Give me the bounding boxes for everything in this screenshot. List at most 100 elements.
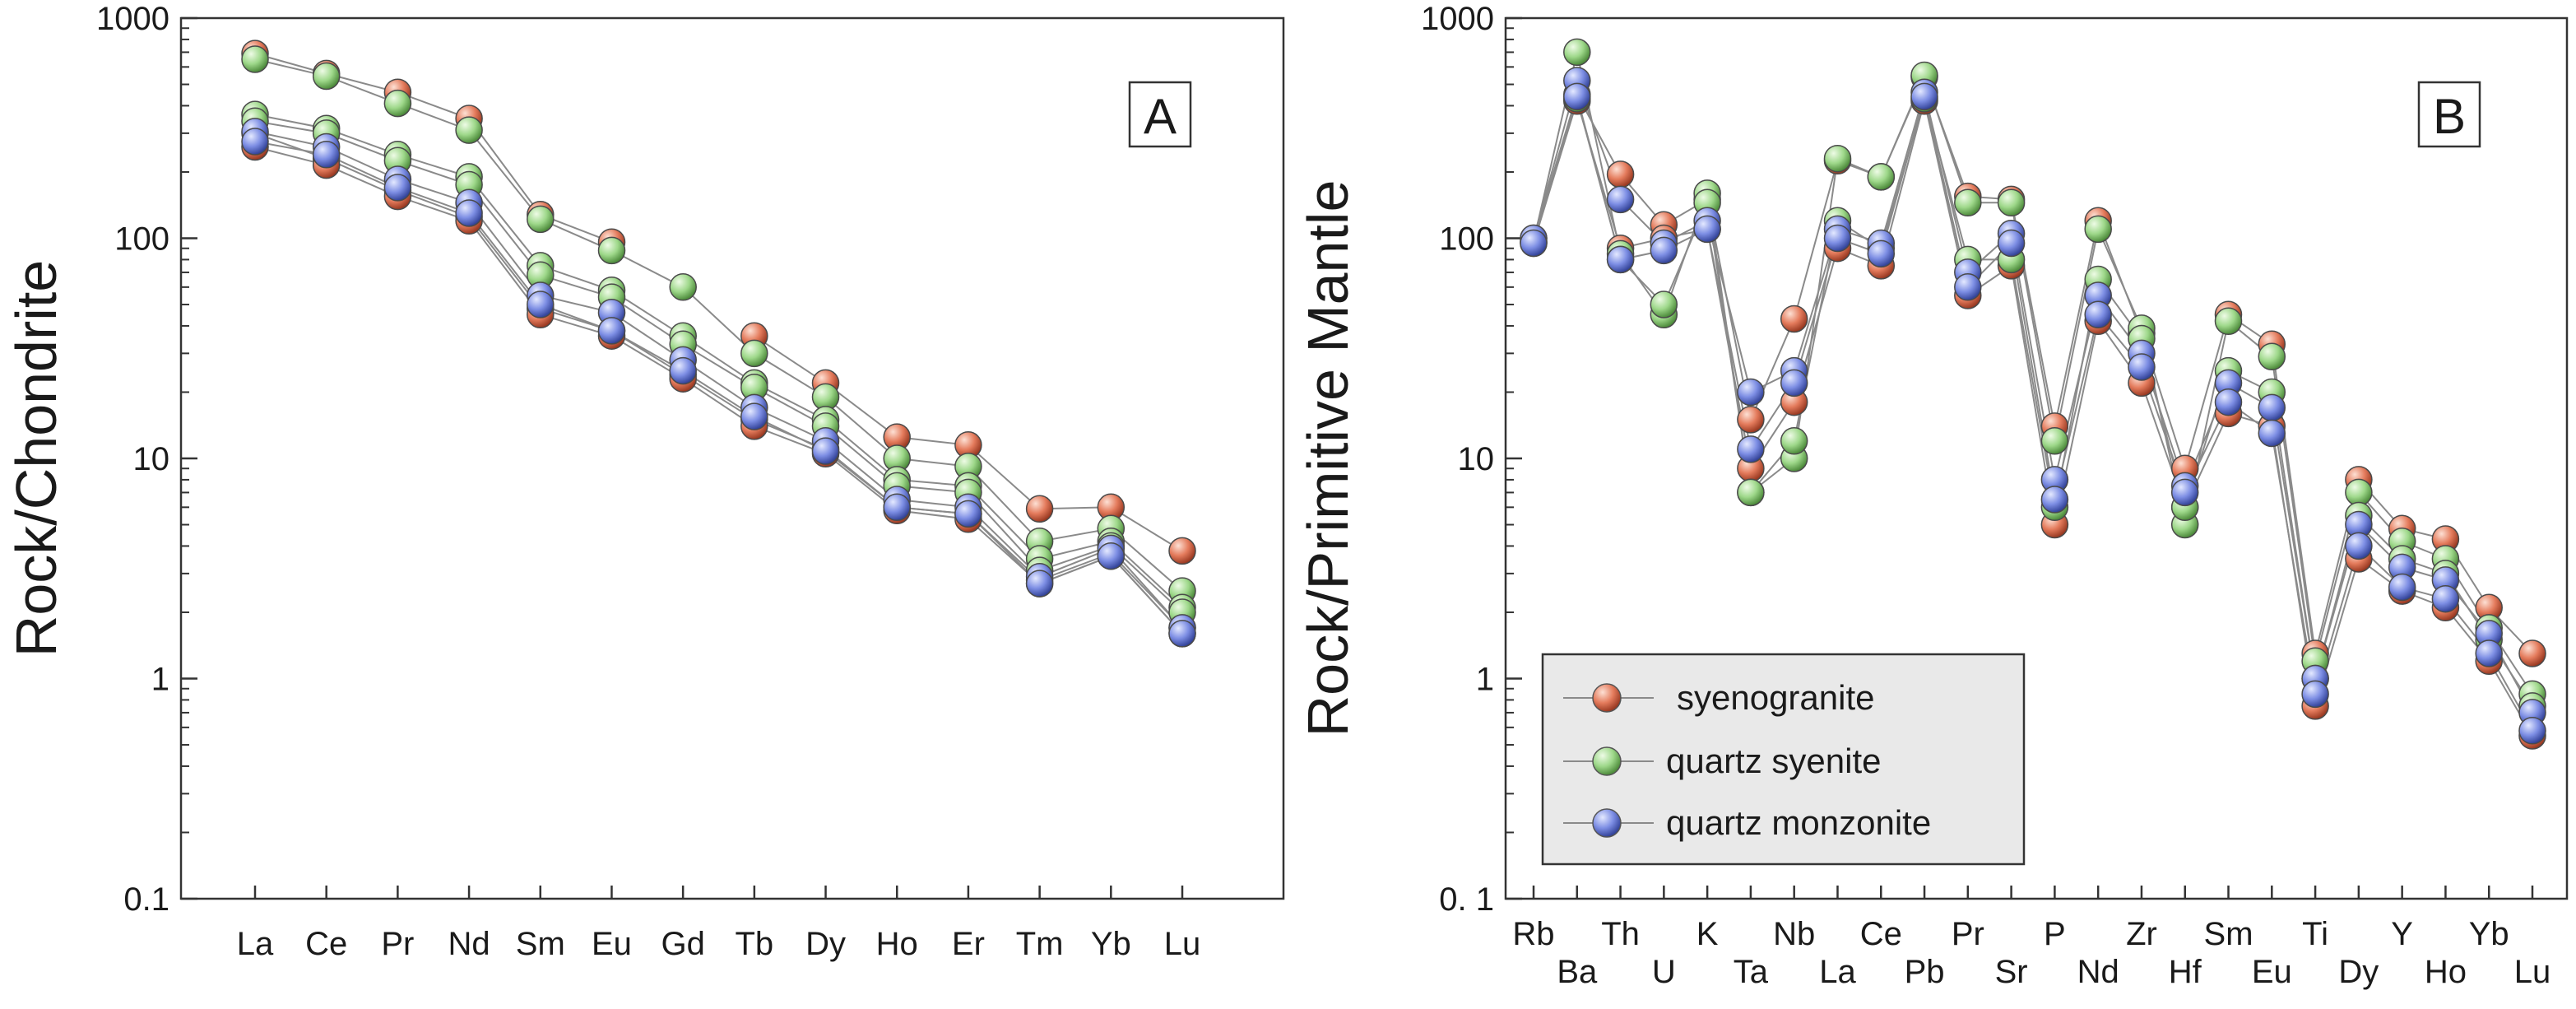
series-line-syenogranite-0 bbox=[1533, 74, 2533, 654]
legend-marker-quartz-syenite bbox=[1592, 746, 1622, 776]
point-quartz-syenite-nd bbox=[2084, 215, 2112, 244]
point-quartz-monzonite-ta bbox=[1737, 435, 1765, 463]
x-tick-label-nb: Nb bbox=[1773, 916, 1815, 952]
point-quartz-monzonite-th bbox=[1606, 185, 1635, 214]
point-quartz-monzonite-sm bbox=[2214, 388, 2243, 416]
point-quartz-syenite-sm bbox=[527, 205, 555, 234]
x-tick-label-sr: Sr bbox=[1995, 954, 2028, 990]
legend: syenogranite quartz syenite quartz monzo… bbox=[1541, 653, 2026, 866]
point-quartz-monzonite-lu bbox=[2518, 717, 2546, 745]
y-tick-label: 0.1 bbox=[123, 881, 169, 918]
x-tick-label-ta: Ta bbox=[1734, 954, 1769, 990]
point-quartz-syenite-u bbox=[1650, 291, 1678, 319]
point-quartz-monzonite-er bbox=[954, 500, 982, 528]
series-line-quartz-syenite-3 bbox=[1533, 95, 2533, 707]
x-tick-label-rb: Rb bbox=[1512, 916, 1554, 952]
point-quartz-syenite-ba bbox=[1563, 38, 1591, 67]
point-quartz-monzonite-pr bbox=[1954, 273, 1982, 301]
x-tick-label-lu: Lu bbox=[1164, 926, 1201, 962]
x-tick-label-la: La bbox=[1819, 954, 1856, 990]
x-tick-label-ba: Ba bbox=[1557, 954, 1598, 990]
point-quartz-monzonite-nd bbox=[455, 199, 483, 227]
y-tick-label: 1000 bbox=[1421, 1, 1494, 37]
x-tick-label-ho: Ho bbox=[876, 926, 918, 962]
panel-tag-box-a bbox=[1128, 81, 1192, 148]
legend-label-quartz-syenite: quartz syenite bbox=[1666, 742, 1881, 780]
y-tick-label: 1 bbox=[1476, 662, 1494, 698]
legend-item-quartz-monzonite: quartz monzonite bbox=[1563, 803, 1931, 842]
point-quartz-monzonite-hf bbox=[2170, 478, 2199, 507]
x-tick-label-dy: Dy bbox=[805, 926, 846, 962]
y-tick-label: 100 bbox=[114, 221, 169, 258]
x-tick-label-eu: Eu bbox=[2252, 954, 2292, 990]
y-ticks-a: 0.1 1 10 100 1000 bbox=[96, 1, 197, 918]
point-quartz-syenite-pr bbox=[383, 89, 412, 118]
legend-marker-syenogranite bbox=[1592, 683, 1622, 713]
plot-frame-a bbox=[179, 16, 1285, 900]
series-line-syenogranite-0 bbox=[254, 53, 1183, 552]
series-markers-b bbox=[1520, 38, 2546, 750]
point-quartz-monzonite-lu bbox=[1168, 620, 1196, 648]
x-tick-label-la: La bbox=[237, 926, 274, 962]
point-quartz-monzonite-sm bbox=[527, 291, 555, 319]
x-tick-label-er: Er bbox=[952, 926, 985, 962]
legend-marker-quartz-monzonite bbox=[1592, 808, 1622, 838]
point-quartz-syenite-p bbox=[2040, 427, 2069, 455]
x-tick-label-zr: Zr bbox=[2126, 916, 2157, 952]
point-quartz-monzonite-nd bbox=[2084, 300, 2112, 329]
point-quartz-monzonite-yb bbox=[1097, 542, 1126, 570]
series-line-quartz-monzonite-5 bbox=[1533, 93, 2533, 732]
point-quartz-syenite-eu bbox=[597, 236, 626, 265]
x-tick-label-pr: Pr bbox=[1952, 916, 1984, 952]
x-tick-label-ho: Ho bbox=[2425, 954, 2467, 990]
series-b bbox=[1520, 38, 2546, 750]
x-tick-label-nd: Nd bbox=[2077, 954, 2119, 990]
point-quartz-monzonite-ho bbox=[2431, 584, 2460, 613]
x-tick-label-hf: Hf bbox=[2169, 954, 2202, 990]
x-tick-label-pr: Pr bbox=[381, 926, 414, 962]
point-quartz-syenite-dy bbox=[2345, 478, 2373, 507]
y-tick-label: 100 bbox=[1439, 221, 1494, 258]
legend-box bbox=[1541, 653, 2026, 866]
x-tick-label-y: Y bbox=[2391, 916, 2413, 952]
point-quartz-monzonite-rb bbox=[1520, 229, 1548, 258]
x-tick-label-ti: Ti bbox=[2302, 916, 2328, 952]
point-quartz-monzonite-ho bbox=[883, 493, 911, 522]
series-a bbox=[241, 40, 1196, 648]
x-tick-label-ce: Ce bbox=[305, 926, 347, 962]
y-tick-label: 1 bbox=[151, 662, 169, 698]
point-syenogranite-ta bbox=[1737, 406, 1765, 434]
point-syenogranite-lu bbox=[1168, 537, 1196, 565]
x-tick-label-sm: Sm bbox=[516, 926, 565, 962]
point-quartz-monzonite-ba bbox=[1563, 82, 1591, 111]
point-quartz-monzonite-ti bbox=[2301, 680, 2329, 709]
x-tick-label-yb: Yb bbox=[2469, 916, 2509, 952]
y-ticks-b: 0. 1 1 10 100 1000 bbox=[1421, 1, 1522, 918]
x-tick-label-dy: Dy bbox=[2338, 954, 2379, 990]
panel-tag-a: A bbox=[1144, 89, 1177, 144]
y-axis-label-a: Rock/Chondrite bbox=[4, 260, 68, 657]
y-tick-label: 1000 bbox=[96, 1, 169, 37]
legend-label-syenogranite: syenogranite bbox=[1677, 678, 1875, 717]
point-quartz-syenite-gd bbox=[669, 273, 697, 301]
panel-tag-b: B bbox=[2433, 89, 2466, 144]
point-syenogranite-nb bbox=[1780, 305, 1808, 333]
point-quartz-syenite-eu bbox=[2258, 342, 2286, 371]
x-tick-label-nd: Nd bbox=[448, 926, 490, 962]
legend-item-quartz-syenite: quartz syenite bbox=[1563, 742, 1881, 780]
x-tick-label-tm: Tm bbox=[1016, 926, 1064, 962]
series-markers-a bbox=[241, 40, 1196, 648]
point-quartz-monzonite-pb bbox=[1910, 82, 1938, 111]
y-tick-label: 10 bbox=[1458, 441, 1495, 477]
point-quartz-monzonite-y bbox=[2388, 573, 2416, 602]
x-tick-label-yb: Yb bbox=[1091, 926, 1131, 962]
point-quartz-monzonite-yb bbox=[2475, 639, 2503, 667]
point-quartz-syenite-sm bbox=[2214, 307, 2243, 336]
x-tick-label-gd: Gd bbox=[661, 926, 704, 962]
point-quartz-monzonite-eu bbox=[2258, 393, 2286, 422]
x-tick-label-eu: Eu bbox=[592, 926, 632, 962]
legend-item-syenogranite: syenogranite bbox=[1563, 678, 1875, 717]
point-quartz-syenite-pr bbox=[1954, 188, 1982, 217]
